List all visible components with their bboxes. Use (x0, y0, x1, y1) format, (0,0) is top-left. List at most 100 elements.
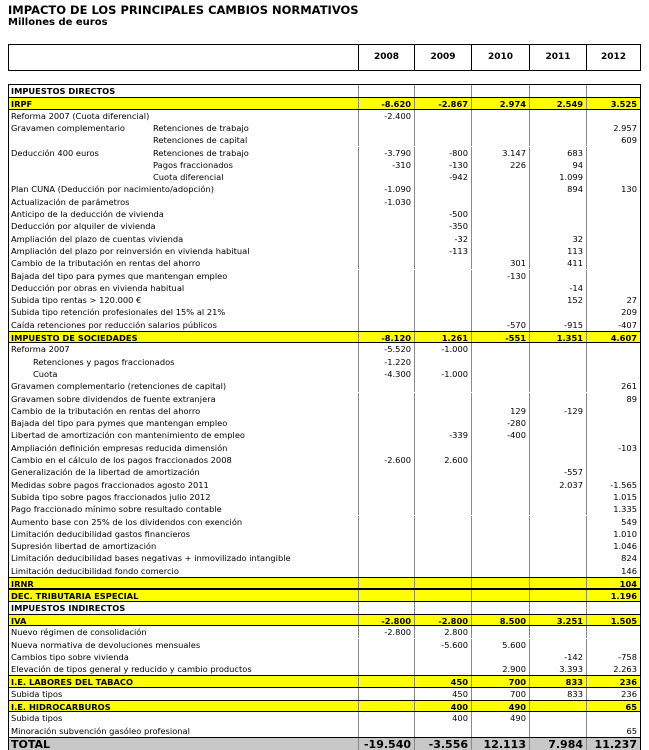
row-label: Subida tipo retención profesionales del … (11, 307, 226, 318)
cell-value (471, 478, 529, 491)
cell-value (358, 392, 414, 405)
cell-value: 2.549 (529, 98, 586, 109)
cell-value: 12.113 (471, 737, 529, 750)
table-row: Generalización de la libertad de amortiz… (9, 466, 640, 479)
cell-value (414, 257, 471, 270)
cell-value (358, 663, 414, 676)
cell-value: 7.984 (529, 737, 586, 750)
table-row: Limitación deducibilidad bases negativas… (9, 552, 640, 565)
cell-value: 32 (529, 232, 586, 245)
cell-value (414, 195, 471, 208)
table-row: Reforma 2007 (Cuota diferencial) -2.400 (9, 109, 640, 122)
cell-value (414, 724, 471, 737)
row-label: Plan CUNA (Deducción por nacimiento/adop… (11, 184, 214, 195)
cell-value (471, 183, 529, 196)
table-row: Nuevo régimen de consolidación -2.800 2.80… (9, 626, 640, 639)
cell-value (414, 269, 471, 282)
cell-value: 700 (471, 676, 529, 687)
cell-value (358, 220, 414, 233)
row-label: Gravamen sobre dividendos de fuente extr… (11, 393, 216, 404)
row-label: Actualización de parámetros (11, 196, 130, 207)
cell-value (471, 650, 529, 664)
table-row: Limitación deducibilidad gastos financie… (9, 527, 640, 541)
total-row: TOTAL -19.540 -3.556 12.113 7.984 11.237 (9, 736, 640, 750)
row-label: Gravamen complementario (retenciones de … (11, 381, 227, 392)
cell-value: -280 (471, 417, 529, 430)
row-label: Bajada del tipo para pymes que mantengan… (11, 270, 228, 281)
cell-value (414, 85, 471, 98)
cell-value (586, 232, 640, 245)
cell-value (586, 601, 640, 614)
cell-value (529, 441, 586, 454)
cell-value (586, 404, 640, 418)
row-label: Cambios tipo sobre vivienda (11, 651, 129, 662)
table-row: IRNR 104 (9, 577, 640, 590)
row-label: IRPF (11, 99, 33, 110)
cell-value: 1.015 (586, 490, 640, 504)
cell-value (414, 578, 471, 589)
table-row: Ampliación definición empresas reducida … (9, 441, 640, 454)
cell-value (358, 701, 414, 712)
table-row: Ampliación del plazo por reinversión en … (9, 244, 640, 258)
cell-value (471, 454, 529, 467)
table-row: Minoración subvención gasóleo profesiona… (9, 724, 640, 737)
table-row: Actualización de parámetros -1.030 (9, 195, 640, 208)
cell-value: -1.030 (358, 195, 414, 208)
cell-value (471, 578, 529, 589)
cell-value (358, 85, 414, 98)
cell-value: 129 (471, 404, 529, 418)
cell-value (358, 171, 414, 184)
row-label: Elevación de tipos general y reducido y … (11, 664, 252, 675)
cell-value (471, 527, 529, 541)
cell-value (529, 109, 586, 122)
cell-value: -2.600 (358, 454, 414, 467)
table-row: Limitación deducibilidad fondo comercio 1… (9, 564, 640, 577)
cell-value: -557 (529, 466, 586, 479)
cell-value (358, 466, 414, 479)
cell-value (471, 85, 529, 98)
cell-value: -407 (586, 318, 640, 331)
cell-value: -142 (529, 650, 586, 664)
column-year: 2011 (529, 45, 586, 70)
cell-value: 894 (529, 183, 586, 196)
cell-value: 1.351 (529, 332, 586, 343)
cell-value: -2.800 (358, 614, 414, 626)
row-label: Gravamen complementario (11, 122, 125, 133)
cell-value (586, 638, 640, 651)
row-label: Medidas sobre pagos fraccionados agosto … (11, 479, 209, 490)
table-row: Cambio de la tributación en rentas del a… (9, 404, 640, 418)
cell-value: 130 (586, 183, 640, 196)
cell-value (529, 590, 586, 601)
cell-value: 2.263 (586, 663, 640, 676)
cell-value: 1.196 (586, 590, 640, 601)
cell-value (414, 294, 471, 307)
cell-value (471, 380, 529, 393)
cell-value (358, 257, 414, 270)
cell-value (529, 552, 586, 565)
cell-value (471, 121, 529, 135)
cell-value (529, 601, 586, 614)
cell-value (414, 417, 471, 430)
cell-value: 113 (529, 244, 586, 258)
row-label: Deducción por obras en vivienda habitual (11, 282, 185, 293)
cell-value: 1.010 (586, 527, 640, 541)
cell-value (358, 527, 414, 541)
cell-value (471, 490, 529, 504)
row-sublabel: Retenciones de capital (153, 135, 248, 146)
cell-value: -2.800 (358, 626, 414, 639)
cell-value (414, 601, 471, 614)
row-label: Bajada del tipo para pymes que mantengan… (11, 418, 228, 429)
cell-value (529, 564, 586, 577)
cell-value: 2.800 (414, 626, 471, 639)
cell-value: 65 (586, 701, 640, 712)
row-label: I.E. LABORES DEL TABACO (11, 677, 134, 688)
cell-value: 400 (414, 701, 471, 712)
cell-value (414, 380, 471, 393)
cell-value (471, 466, 529, 479)
cell-value (358, 712, 414, 725)
row-label: Nueva normativa de devoluciones mensuale… (11, 639, 201, 650)
table-row: I.E. HIDROCARBUROS 400 490 65 (9, 700, 640, 713)
table-row: Retenciones de capital 609 (9, 134, 640, 147)
cell-value (529, 220, 586, 233)
